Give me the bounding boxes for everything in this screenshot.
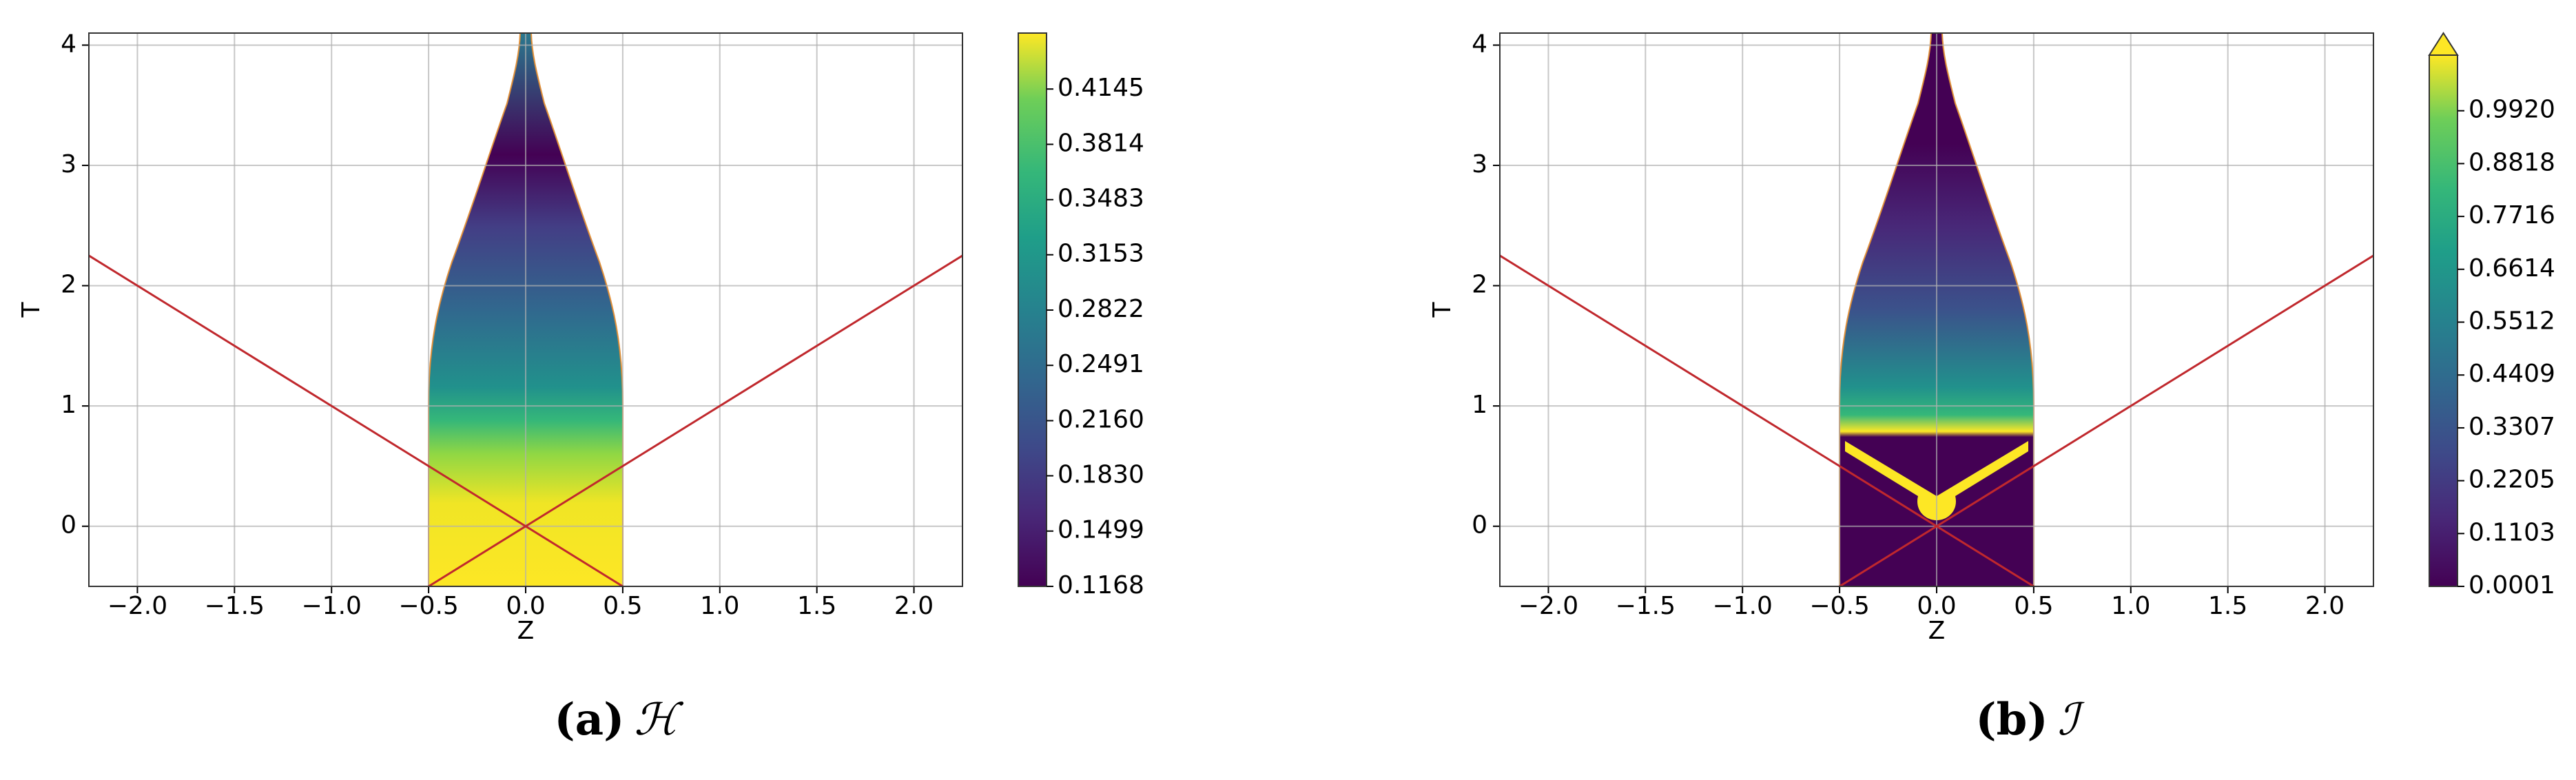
colorbar — [1018, 32, 1047, 587]
x-tick-label: −1.5 — [205, 592, 265, 620]
y-axis-label: T — [1428, 302, 1456, 318]
colorbar-tick-label: 0.4145 — [1058, 74, 1144, 102]
x-tick-label: −2.0 — [1518, 592, 1578, 620]
axes-frame — [88, 32, 963, 587]
y-tick-label: 1 — [1472, 391, 1487, 419]
colorbar-tick-label: 0.7716 — [2469, 201, 2555, 229]
line — [428, 254, 963, 588]
x-tick-label: 1.5 — [797, 592, 836, 620]
caption-symbol: ℋ — [634, 695, 683, 746]
y-tick-label: 3 — [61, 150, 76, 178]
colorbar-tick-label: 0.9920 — [2469, 96, 2555, 124]
x-tick-label: −1.5 — [1616, 592, 1676, 620]
x-tick-label: 1.0 — [700, 592, 739, 620]
caption-label: (b) — [1975, 694, 2048, 746]
colorbar-tick-label: 0.3483 — [1058, 185, 1144, 213]
y-tick-label: 4 — [1472, 30, 1487, 58]
colorbar-tick-label: 0.1830 — [1058, 460, 1144, 489]
y-tick-label: 4 — [61, 30, 76, 58]
y-tick-label: 0 — [1472, 511, 1487, 540]
x-tick-label: −0.5 — [398, 592, 458, 620]
x-tick-label: −2.0 — [107, 592, 167, 620]
colorbar-tick-label: 0.2491 — [1058, 350, 1144, 378]
y-tick-label: 1 — [61, 391, 76, 419]
x-axis-label: Z — [1928, 617, 1946, 645]
caption-label: (a) — [554, 694, 624, 746]
colorbar-tick-label: 0.3814 — [1058, 129, 1144, 157]
colorbar-tick-label: 0.1168 — [1058, 571, 1144, 599]
caption: (a) ℋ — [554, 694, 683, 746]
x-tick-label: 2.0 — [2305, 592, 2345, 620]
colorbar-tick-label: 0.2205 — [2469, 466, 2555, 494]
x-tick-label: −1.0 — [302, 592, 362, 620]
x-axis-label: Z — [517, 617, 535, 645]
colorbar-tick-label: 0.1103 — [2469, 518, 2555, 546]
y-axis-label: T — [17, 302, 45, 318]
colorbar-tick-label: 0.4409 — [2469, 360, 2555, 388]
line — [88, 254, 624, 588]
x-tick-label: 2.0 — [894, 592, 934, 620]
x-tick-label: −0.5 — [1809, 592, 1869, 620]
colorbar-tick-label: 0.2160 — [1058, 405, 1144, 433]
line — [1839, 254, 2374, 588]
colorbar — [2429, 54, 2458, 587]
caption-symbol: ℐ — [2058, 695, 2085, 746]
caption: (b) ℐ — [1975, 694, 2085, 746]
x-tick-label: 1.0 — [2111, 592, 2150, 620]
colorbar-tick-label: 0.1499 — [1058, 516, 1144, 544]
x-tick-label: 1.5 — [2208, 592, 2247, 620]
y-tick-label: 0 — [61, 511, 76, 540]
colorbar-tick-label: 0.3153 — [1058, 240, 1144, 268]
colorbar-tick-label: 0.3307 — [2469, 413, 2555, 441]
y-tick-label: 3 — [1472, 150, 1487, 178]
colorbar-tick-label: 0.5512 — [2469, 307, 2555, 335]
line — [1499, 254, 2034, 588]
x-tick-label: 0.0 — [506, 592, 545, 620]
x-tick-label: 0.0 — [1917, 592, 1956, 620]
x-tick-label: 0.5 — [603, 592, 642, 620]
colorbar-extend — [2428, 32, 2459, 56]
y-tick-label: 2 — [61, 271, 76, 299]
x-tick-label: 0.5 — [2014, 592, 2053, 620]
axes-frame — [1499, 32, 2374, 587]
colorbar-tick-label: 0.8818 — [2469, 148, 2555, 176]
y-tick-label: 2 — [1472, 271, 1487, 299]
colorbar-tick-label: 0.0001 — [2469, 571, 2555, 599]
colorbar-tick-label: 0.6614 — [2469, 254, 2555, 283]
colorbar-tick-label: 0.2822 — [1058, 295, 1144, 323]
x-tick-label: −1.0 — [1713, 592, 1773, 620]
